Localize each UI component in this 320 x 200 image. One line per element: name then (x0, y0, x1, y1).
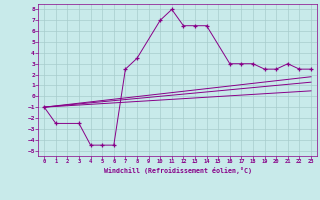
X-axis label: Windchill (Refroidissement éolien,°C): Windchill (Refroidissement éolien,°C) (104, 167, 252, 174)
